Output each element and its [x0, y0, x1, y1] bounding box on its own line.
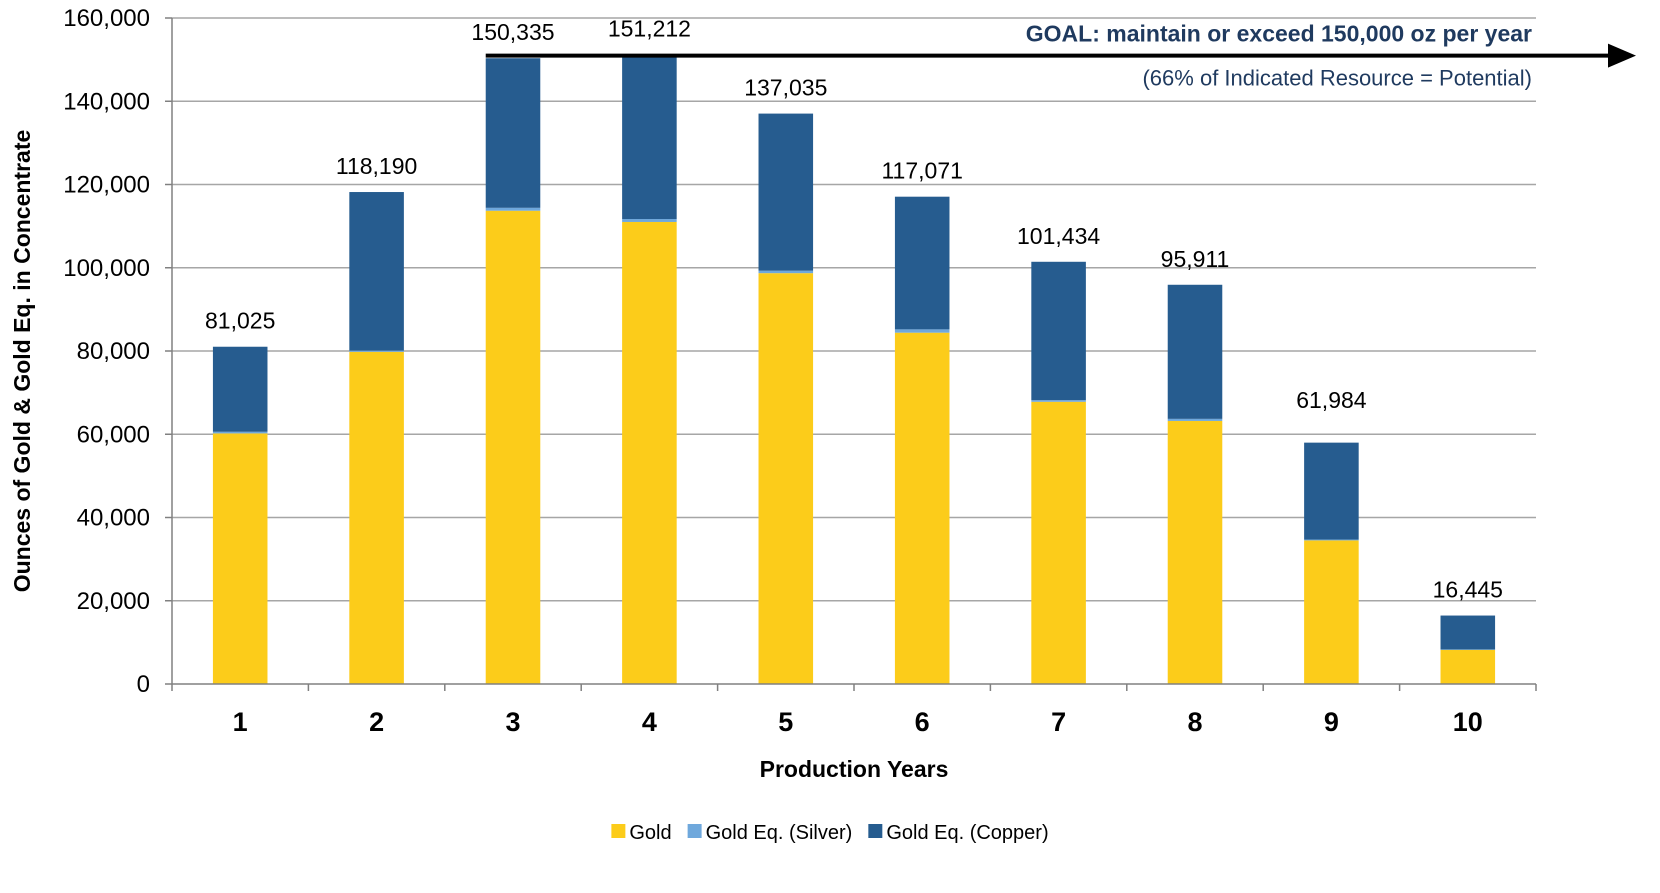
goal-subtitle: (66% of Indicated Resource = Potential) — [1142, 66, 1532, 91]
bar-segment-gold-eq-copper — [1167, 284, 1223, 419]
legend-label-gold: Gold — [629, 822, 671, 844]
y-tick-label: 20,000 — [77, 588, 150, 615]
x-tick-label: 8 — [1187, 707, 1202, 737]
y-tick-label: 40,000 — [77, 505, 150, 532]
y-tick-label: 140,000 — [63, 88, 150, 115]
bar-segment-gold-eq-silver — [349, 350, 404, 352]
bar-segment-gold-eq-copper — [212, 346, 268, 432]
bar-segment-gold — [212, 433, 268, 684]
legend-swatch-gold-eq-copper — [868, 824, 883, 838]
legend: Gold Gold Eq. (Silver) Gold Eq. (Copper) — [611, 822, 1049, 844]
x-axis-title: Production Years — [760, 756, 949, 782]
bar-segment-gold-eq-copper — [622, 54, 677, 220]
bar-total-label: 95,911 — [1161, 246, 1230, 272]
bar-total-label: 16,445 — [1433, 577, 1503, 603]
bar-segment-gold-eq-copper — [1440, 615, 1496, 650]
bar-segment-gold-eq-silver — [758, 270, 814, 274]
x-tick-label: 5 — [778, 707, 793, 737]
bar-segment-gold — [1031, 401, 1086, 684]
y-tick-label: 160,000 — [63, 5, 150, 32]
goal-title: GOAL: maintain or exceed 150,000 oz per … — [1026, 21, 1532, 47]
bar-total-label: 118,190 — [336, 153, 417, 179]
bar-segment-gold-eq-silver — [212, 431, 268, 434]
bar-total-label: 151,212 — [608, 16, 691, 42]
bar-segment-gold-eq-silver — [1304, 539, 1359, 541]
bar-segment-gold-eq-copper — [894, 196, 950, 330]
bar-segment-gold-eq-silver — [1031, 400, 1086, 402]
bar-segment-gold — [485, 210, 541, 684]
bar-total-label: 137,035 — [744, 75, 827, 101]
bar-segment-gold — [622, 221, 677, 684]
labels-layer: 81,025 118,190 150,335 151,212 137,035 117,07… — [205, 16, 1503, 603]
bar-total-label: 150,335 — [471, 19, 554, 45]
goal-annotation: GOAL: maintain or exceed 150,000 oz per … — [485, 21, 1636, 91]
bar-segment-gold-eq-copper — [349, 192, 404, 351]
bar-segment-gold-eq-copper — [1304, 442, 1359, 540]
x-tick-label: 9 — [1324, 707, 1339, 737]
bar-segment-gold-eq-copper — [758, 113, 814, 271]
legend-label-gold-eq-copper: Gold Eq. (Copper) — [886, 822, 1048, 844]
bar-total-label: 117,071 — [881, 158, 962, 184]
x-tick-label: 7 — [1051, 707, 1066, 737]
y-tick-label: 120,000 — [63, 172, 150, 199]
bar-segment-gold-eq-silver — [485, 207, 541, 211]
bar-segment-gold — [1167, 420, 1223, 684]
bars-layer — [212, 54, 1496, 684]
bar-segment-gold — [1304, 540, 1359, 684]
legend-swatch-gold-eq-silver — [687, 824, 702, 838]
y-axis-title: Ounces of Gold & Gold Eq. in Concentrate — [9, 130, 35, 593]
y-tick-label: 60,000 — [77, 421, 150, 448]
bar-total-label: 61,984 — [1296, 387, 1367, 413]
bar-segment-gold — [1440, 649, 1496, 684]
y-tick-label: 100,000 — [63, 255, 150, 282]
y-tick-label: 80,000 — [77, 338, 150, 365]
bar-segment-gold-eq-copper — [485, 58, 541, 208]
x-tick-label: 10 — [1453, 707, 1483, 737]
goal-arrowhead — [1608, 43, 1636, 68]
x-tick-label: 1 — [233, 707, 248, 737]
axes-layer: 0 20,000 40,000 60,000 80,000 100,000 120,000 1… — [63, 5, 1537, 737]
bar-segment-gold-eq-silver — [1167, 418, 1223, 421]
bar-segment-gold-eq-copper — [1031, 261, 1086, 401]
bar-total-label: 81,025 — [205, 308, 275, 334]
legend-swatch-gold — [611, 824, 626, 838]
x-tick-label: 6 — [915, 707, 930, 737]
bar-segment-gold-eq-silver — [622, 219, 677, 222]
y-tick-label: 0 — [137, 671, 150, 698]
bar-segment-gold — [894, 332, 950, 684]
x-tick-label: 3 — [505, 707, 520, 737]
x-tick-label: 2 — [369, 707, 384, 737]
bar-segment-gold-eq-silver — [894, 329, 950, 333]
x-tick-label: 4 — [642, 707, 657, 737]
legend-label-gold-eq-silver: Gold Eq. (Silver) — [706, 822, 853, 844]
bar-segment-gold — [349, 351, 404, 684]
bar-segment-gold — [758, 273, 814, 684]
bar-total-label: 101,434 — [1017, 223, 1100, 249]
